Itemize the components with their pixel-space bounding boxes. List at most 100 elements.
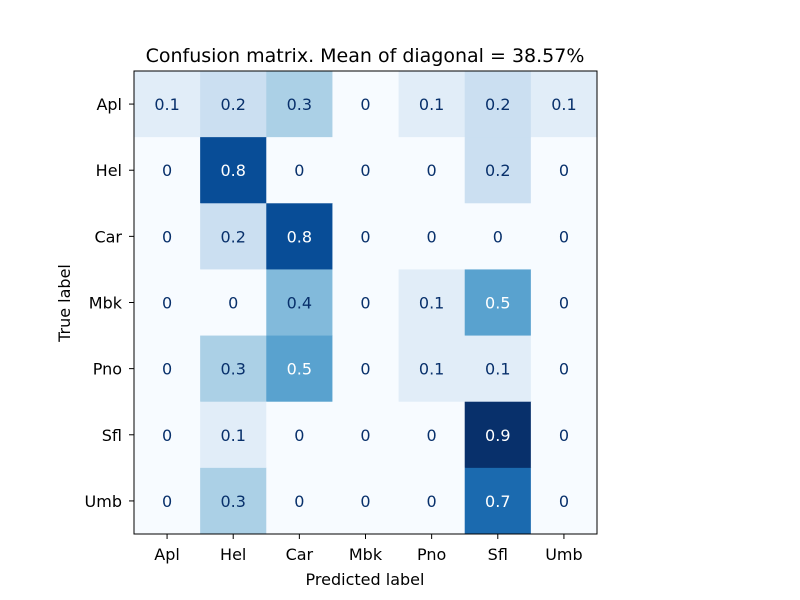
cell-Apl-Car <box>266 71 333 138</box>
cell-value-label: 0.8 <box>220 161 245 180</box>
cell-Pno-Mbk <box>332 335 400 403</box>
cell-Hel-Hel <box>200 137 267 204</box>
y-tick-label: Car <box>94 227 122 246</box>
cell-value-label: 0.3 <box>220 360 245 379</box>
cell-Hel-Pno <box>398 137 466 204</box>
cell-value-label: 0 <box>559 161 569 180</box>
cell-value-label: 0 <box>162 426 172 445</box>
x-tick-label: Mbk <box>349 545 383 564</box>
cell-value-label: 0 <box>427 426 437 445</box>
x-tick-label: Car <box>286 545 314 564</box>
cell-value-label: 0 <box>360 161 370 180</box>
cell-Mbk-Car <box>266 269 333 337</box>
cell-Car-Umb <box>530 203 598 270</box>
cell-Hel-Apl <box>134 137 201 204</box>
cell-value-label: 0.1 <box>154 95 179 114</box>
y-tick-label: Mbk <box>89 294 123 313</box>
cell-value-label: 0 <box>427 227 437 246</box>
x-tick-label: Hel <box>220 545 246 564</box>
y-axis-ticks: Apl Hel Car Mbk Pno Sfl Umb <box>85 95 134 511</box>
x-axis-ticks: Apl Hel Car Mbk Pno Sfl Umb <box>154 534 583 564</box>
cell-Hel-Sfl <box>464 137 532 204</box>
x-axis-label: Predicted label <box>306 570 425 589</box>
x-tick-label: Apl <box>154 545 180 564</box>
cell-value-label: 0.3 <box>287 95 312 114</box>
cell-Umb-Apl <box>134 467 201 535</box>
x-tick-label: Sfl <box>488 545 508 564</box>
cell-value-label: 0 <box>360 426 370 445</box>
cell-value-label: 0 <box>294 426 304 445</box>
cell-value-label: 0 <box>162 294 172 313</box>
cell-value-label: 0.3 <box>220 492 245 511</box>
y-axis-label: True label <box>55 264 74 343</box>
cell-Sfl-Pno <box>398 401 466 469</box>
cell-value-label: 0.5 <box>485 294 510 313</box>
cell-value-label: 0 <box>162 492 172 511</box>
cell-Car-Sfl <box>464 203 532 270</box>
y-tick-label: Sfl <box>102 426 122 445</box>
cell-Umb-Pno <box>398 467 466 535</box>
cell-value-label: 0 <box>427 492 437 511</box>
cell-value-label: 0.1 <box>419 294 444 313</box>
cell-value-label: 0 <box>162 360 172 379</box>
cell-value-label: 0.7 <box>485 492 510 511</box>
cell-Mbk-Sfl <box>464 269 532 337</box>
chart-title: Confusion matrix. Mean of diagonal = 38.… <box>146 45 585 67</box>
cell-Pno-Sfl <box>464 335 532 403</box>
cell-value-label: 0 <box>294 161 304 180</box>
cell-value-label: 0.8 <box>287 227 312 246</box>
cell-value-label: 0 <box>427 161 437 180</box>
cell-value-label: 0.1 <box>551 95 576 114</box>
cell-value-label: 0 <box>360 95 370 114</box>
cell-Hel-Car <box>266 137 333 204</box>
cell-value-label: 0 <box>162 161 172 180</box>
y-tick-label: Apl <box>96 95 122 114</box>
cell-Mbk-Hel <box>200 269 267 337</box>
cell-value-label: 0 <box>360 360 370 379</box>
cell-Umb-Mbk <box>332 467 400 535</box>
cell-value-label: 0 <box>294 492 304 511</box>
cell-Mbk-Apl <box>134 269 201 337</box>
matrix-cells: 0.1 0.2 0.3 0 0.1 0.2 0.1 0 0.8 0 0 0 0.2 0 0 0.2 0.8 0 0 0… <box>134 71 598 535</box>
cell-Pno-Apl <box>134 335 201 403</box>
cell-value-label: 0 <box>559 426 569 445</box>
cell-Car-Pno <box>398 203 466 270</box>
cell-Apl-Hel <box>200 71 267 138</box>
cell-Umb-Hel <box>200 467 267 535</box>
cell-value-label: 0.4 <box>287 294 312 313</box>
cell-value-label: 0.9 <box>485 426 510 445</box>
cell-value-label: 0 <box>162 227 172 246</box>
cell-Car-Mbk <box>332 203 400 270</box>
cell-value-label: 0 <box>559 227 569 246</box>
cell-Apl-Mbk <box>332 71 400 138</box>
cell-value-label: 0.2 <box>220 95 245 114</box>
cell-Sfl-Mbk <box>332 401 400 469</box>
cell-Hel-Umb <box>530 137 598 204</box>
cell-Car-Apl <box>134 203 201 270</box>
cell-value-label: 0.2 <box>220 227 245 246</box>
cell-value-label: 0.2 <box>485 161 510 180</box>
cell-value-label: 0 <box>559 492 569 511</box>
cell-Hel-Mbk <box>332 137 400 204</box>
cell-value-label: 0.1 <box>220 426 245 445</box>
cell-value-label: 0 <box>559 360 569 379</box>
cell-Pno-Hel <box>200 335 267 403</box>
cell-value-label: 0.5 <box>287 360 312 379</box>
cell-Mbk-Pno <box>398 269 466 337</box>
cell-Sfl-Car <box>266 401 333 469</box>
cell-value-label: 0 <box>493 227 503 246</box>
cell-value-label: 0.1 <box>419 360 444 379</box>
x-tick-label: Umb <box>545 545 582 564</box>
cell-Sfl-Umb <box>530 401 598 469</box>
cell-Apl-Apl <box>134 71 201 138</box>
x-tick-label: Pno <box>417 545 446 564</box>
cell-value-label: 0.1 <box>419 95 444 114</box>
cell-Sfl-Hel <box>200 401 267 469</box>
cell-Apl-Umb <box>530 71 598 138</box>
cell-Sfl-Sfl <box>464 401 532 469</box>
cell-Sfl-Apl <box>134 401 201 469</box>
cell-Car-Car <box>266 203 333 270</box>
cell-value-label: 0.1 <box>485 360 510 379</box>
cell-value-label: 0 <box>228 294 238 313</box>
y-tick-label: Umb <box>85 492 122 511</box>
